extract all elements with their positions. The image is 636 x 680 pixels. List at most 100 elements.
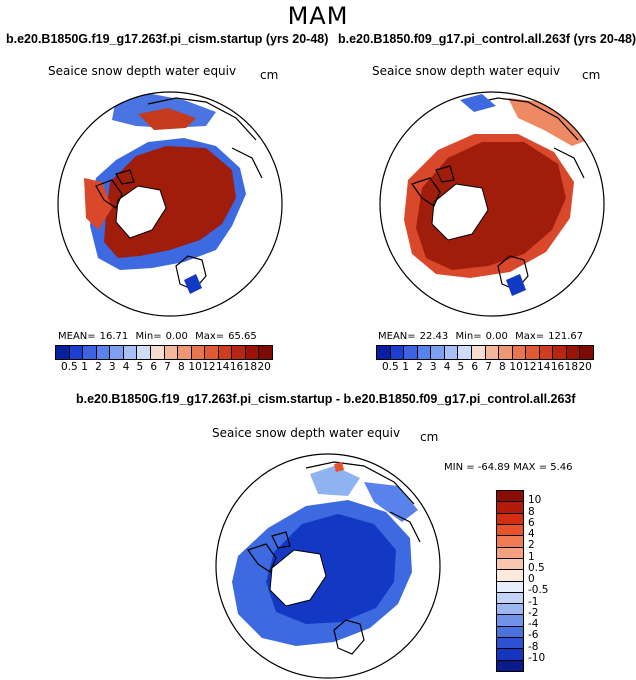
colorbar-swatch: [499, 346, 513, 359]
colorbar-tick-label: 2: [413, 361, 427, 373]
colorbar-swatch: [486, 346, 500, 359]
colorbar-swatch: [553, 346, 567, 359]
colorbar-tick-label: -1: [528, 596, 538, 608]
colorbar-swatch: [497, 627, 523, 638]
colorbar-tick-label: 0: [528, 573, 535, 585]
colorbar-tick-label: 10: [509, 361, 523, 373]
diff-field-name: Seaice snow depth water equiv: [212, 426, 400, 440]
colorbar-swatch: [540, 346, 554, 359]
colorbar-swatch: [472, 346, 486, 359]
colorbar-tick-label: 4: [528, 528, 535, 540]
panel1-colorbar: [55, 345, 273, 360]
colorbar-swatch: [97, 346, 111, 359]
colorbar-swatch: [497, 638, 523, 649]
colorbar-tick-label: 1: [528, 551, 535, 563]
colorbar-swatch: [497, 593, 523, 604]
colorbar-tick-label: 20: [257, 361, 271, 373]
colorbar-swatch: [205, 346, 219, 359]
colorbar-swatch: [497, 514, 523, 525]
colorbar-tick-label: 5: [454, 361, 468, 373]
season-title: MAM: [0, 2, 636, 30]
panel2-stats: MEAN= 22.43 Min= 0.00 Max= 121.67: [378, 331, 587, 342]
colorbar-tick-label: 12: [523, 361, 537, 373]
diff-minmax: MIN = -64.89 MAX = 5.46: [444, 462, 573, 473]
colorbar-tick-label: 0.5: [61, 361, 78, 373]
panel1-case-title: b.e20.B1850G.f19_g17.263f.pi_cism.startu…: [6, 32, 328, 46]
panel1-stats: MEAN= 16.71 Min= 0.00 Max= 65.65: [58, 331, 261, 342]
colorbar-swatch: [513, 346, 527, 359]
colorbar-swatch: [431, 346, 445, 359]
colorbar-tick-label: 2: [528, 539, 535, 551]
colorbar-swatch: [497, 491, 523, 502]
colorbar-swatch: [445, 346, 459, 359]
colorbar-swatch: [151, 346, 165, 359]
panel2-field-name: Seaice snow depth water equiv: [372, 64, 560, 78]
colorbar-swatch: [497, 536, 523, 547]
colorbar-tick-label: -2: [528, 607, 538, 619]
colorbar-swatch: [497, 548, 523, 559]
colorbar-tick-label: 0.5: [382, 361, 399, 373]
colorbar-swatch: [124, 346, 138, 359]
colorbar-tick-label: -8: [528, 641, 538, 653]
colorbar-tick-label: 1: [78, 361, 92, 373]
colorbar-swatch: [567, 346, 581, 359]
colorbar-swatch: [110, 346, 124, 359]
colorbar-tick-label: 10: [188, 361, 202, 373]
colorbar-tick-label: -10: [528, 652, 545, 664]
diff-colorbar: [496, 490, 524, 672]
colorbar-tick-label: -4: [528, 618, 538, 630]
diff-units: cm: [420, 430, 438, 444]
colorbar-tick-label: 16: [230, 361, 244, 373]
colorbar-swatch: [246, 346, 260, 359]
colorbar-tick-label: 16: [551, 361, 565, 373]
colorbar-tick-label: 4: [440, 361, 454, 373]
colorbar-tick-label: 3: [426, 361, 440, 373]
colorbar-swatch: [497, 502, 523, 513]
colorbar-swatch: [497, 615, 523, 626]
panel2-polar-map: [378, 90, 606, 318]
colorbar-swatch: [377, 346, 391, 359]
colorbar-swatch: [458, 346, 472, 359]
colorbar-tick-label: 18: [243, 361, 257, 373]
panel1-colorbar-labels: 0.5 1 2 3 4 5 6 7 8 10 12 14 16 18 20: [61, 361, 271, 373]
colorbar-swatch: [497, 570, 523, 581]
diff-case-title: b.e20.B1850G.f19_g17.263f.pi_cism.startu…: [76, 392, 576, 406]
colorbar-swatch: [56, 346, 70, 359]
colorbar-swatch: [497, 559, 523, 570]
colorbar-tick-label: -0.5: [528, 584, 549, 596]
colorbar-tick-label: 1: [399, 361, 413, 373]
colorbar-swatch: [391, 346, 405, 359]
colorbar-swatch: [580, 346, 593, 359]
colorbar-swatch: [219, 346, 233, 359]
colorbar-swatch: [192, 346, 206, 359]
colorbar-swatch: [497, 525, 523, 536]
panel1-units: cm: [260, 68, 278, 82]
panel1-field-name: Seaice snow depth water equiv: [48, 64, 236, 78]
diff-polar-map: [214, 452, 442, 680]
colorbar-tick-label: 5: [133, 361, 147, 373]
colorbar-tick-label: 7: [161, 361, 175, 373]
colorbar-tick-label: 8: [174, 361, 188, 373]
colorbar-tick-label: 3: [105, 361, 119, 373]
panel2-case-title: b.e20.B1850.f09_g17.pi_control.all.263f …: [338, 32, 636, 46]
colorbar-tick-label: 10: [528, 494, 541, 506]
colorbar-swatch: [83, 346, 97, 359]
colorbar-swatch: [497, 604, 523, 615]
colorbar-swatch: [497, 661, 523, 671]
colorbar-tick-label: 7: [482, 361, 496, 373]
colorbar-tick-label: 18: [564, 361, 578, 373]
colorbar-swatch: [526, 346, 540, 359]
colorbar-swatch: [404, 346, 418, 359]
colorbar-tick-label: 6: [528, 517, 535, 529]
colorbar-swatch: [232, 346, 246, 359]
colorbar-tick-label: 4: [119, 361, 133, 373]
diff-colorbar-labels: 10 8 6 4 2 1 0.5 0 -0.5 -1 -2 -4 -6 -8 -10: [528, 490, 568, 670]
colorbar-tick-label: 6: [468, 361, 482, 373]
colorbar-swatch: [137, 346, 151, 359]
colorbar-swatch: [70, 346, 84, 359]
panel2-units: cm: [582, 68, 600, 82]
colorbar-swatch: [165, 346, 179, 359]
colorbar-tick-label: 2: [92, 361, 106, 373]
panel2-colorbar-labels: 0.5 1 2 3 4 5 6 7 8 10 12 14 16 18 20: [382, 361, 592, 373]
colorbar-swatch: [497, 649, 523, 660]
